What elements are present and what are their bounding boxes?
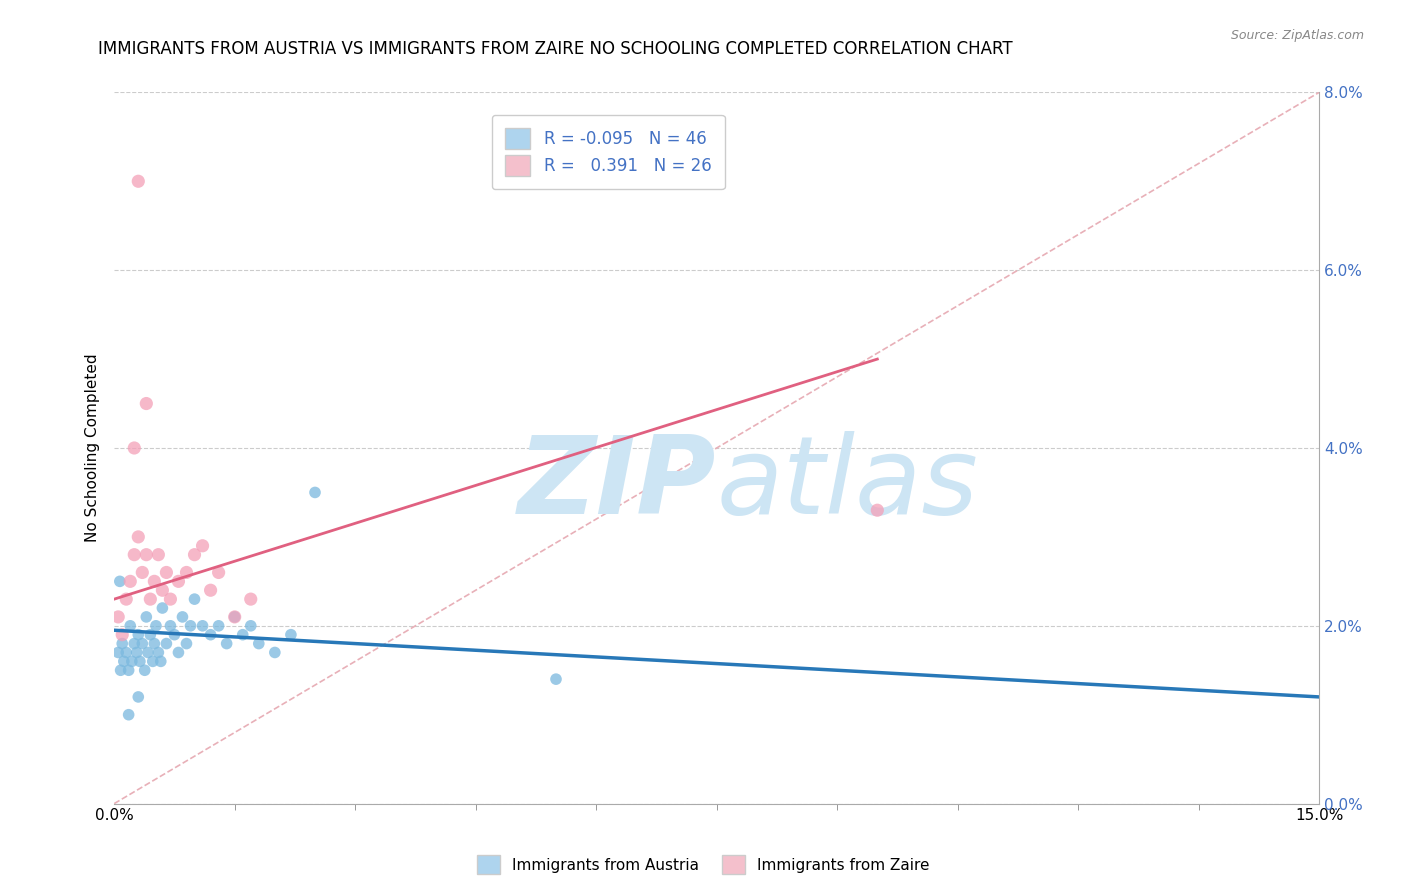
Point bbox=[135, 396, 157, 410]
Point bbox=[120, 574, 142, 589]
Point bbox=[122, 441, 145, 455]
Point bbox=[115, 592, 138, 607]
Point bbox=[200, 583, 222, 598]
Point bbox=[155, 566, 177, 580]
Point bbox=[148, 548, 170, 562]
Point bbox=[117, 663, 139, 677]
Point bbox=[149, 654, 172, 668]
Point bbox=[239, 619, 262, 633]
Point bbox=[280, 628, 302, 642]
Point bbox=[155, 637, 177, 651]
Point bbox=[148, 645, 170, 659]
Point bbox=[121, 654, 143, 668]
Legend: Immigrants from Austria, Immigrants from Zaire: Immigrants from Austria, Immigrants from… bbox=[471, 849, 935, 880]
Point bbox=[150, 583, 173, 598]
Point bbox=[127, 690, 149, 704]
Point bbox=[136, 645, 159, 659]
Point bbox=[142, 654, 165, 668]
Point bbox=[247, 637, 270, 651]
Point bbox=[127, 530, 149, 544]
Point bbox=[215, 637, 238, 651]
Point bbox=[176, 637, 198, 651]
Point bbox=[111, 637, 134, 651]
Point bbox=[232, 628, 254, 642]
Point bbox=[167, 574, 190, 589]
Point bbox=[143, 637, 166, 651]
Point bbox=[131, 566, 153, 580]
Point bbox=[107, 645, 129, 659]
Point bbox=[108, 574, 131, 589]
Text: IMMIGRANTS FROM AUSTRIA VS IMMIGRANTS FROM ZAIRE NO SCHOOLING COMPLETED CORRELAT: IMMIGRANTS FROM AUSTRIA VS IMMIGRANTS FR… bbox=[98, 40, 1014, 58]
Text: Source: ZipAtlas.com: Source: ZipAtlas.com bbox=[1230, 29, 1364, 42]
Point bbox=[134, 663, 156, 677]
Point bbox=[111, 628, 134, 642]
Point bbox=[224, 610, 246, 624]
Point bbox=[163, 628, 186, 642]
Point bbox=[167, 645, 190, 659]
Point bbox=[139, 592, 162, 607]
Point bbox=[159, 619, 181, 633]
Point bbox=[176, 566, 198, 580]
Point bbox=[191, 539, 214, 553]
Point bbox=[263, 645, 285, 659]
Point bbox=[115, 645, 138, 659]
Point bbox=[179, 619, 201, 633]
Y-axis label: No Schooling Completed: No Schooling Completed bbox=[86, 353, 100, 542]
Point bbox=[159, 592, 181, 607]
Text: atlas: atlas bbox=[717, 431, 979, 536]
Point bbox=[135, 610, 157, 624]
Point bbox=[117, 707, 139, 722]
Point bbox=[122, 548, 145, 562]
Point bbox=[866, 503, 889, 517]
Point bbox=[145, 619, 167, 633]
Point bbox=[200, 628, 222, 642]
Point bbox=[125, 645, 148, 659]
Point bbox=[128, 654, 150, 668]
Point bbox=[239, 592, 262, 607]
Point bbox=[135, 548, 157, 562]
Point bbox=[224, 610, 246, 624]
Point bbox=[139, 628, 162, 642]
Point bbox=[127, 628, 149, 642]
Text: ZIP: ZIP bbox=[519, 431, 717, 537]
Point bbox=[183, 592, 205, 607]
Point bbox=[107, 610, 129, 624]
Point bbox=[150, 601, 173, 615]
Point bbox=[112, 654, 135, 668]
Legend: R = -0.095   N = 46, R =   0.391   N = 26: R = -0.095 N = 46, R = 0.391 N = 26 bbox=[492, 115, 724, 189]
Point bbox=[191, 619, 214, 633]
Point bbox=[122, 637, 145, 651]
Point bbox=[120, 619, 142, 633]
Point bbox=[304, 485, 326, 500]
Point bbox=[172, 610, 194, 624]
Point bbox=[110, 663, 132, 677]
Point bbox=[544, 672, 567, 686]
Point bbox=[131, 637, 153, 651]
Point bbox=[183, 548, 205, 562]
Point bbox=[207, 619, 229, 633]
Point bbox=[143, 574, 166, 589]
Point bbox=[207, 566, 229, 580]
Point bbox=[127, 174, 149, 188]
